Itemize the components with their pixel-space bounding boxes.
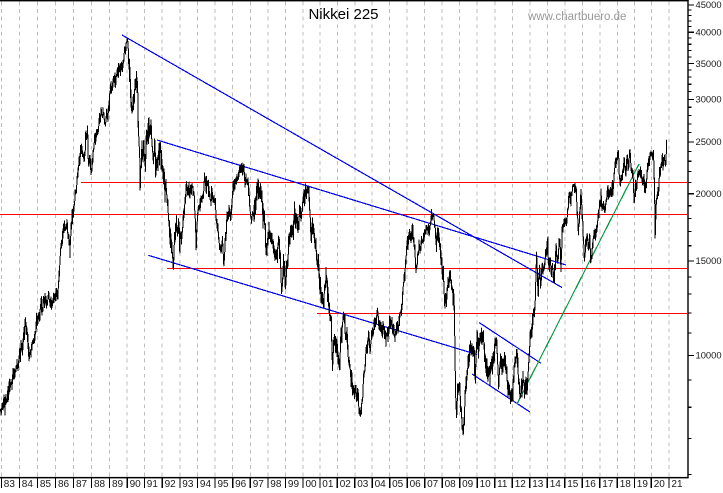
- svg-text:20000: 20000: [696, 188, 722, 199]
- svg-text:13: 13: [532, 479, 544, 488]
- svg-text:84: 84: [22, 479, 34, 488]
- svg-text:92: 92: [165, 479, 177, 488]
- svg-text:35000: 35000: [696, 58, 722, 69]
- svg-text:11: 11: [497, 479, 508, 488]
- svg-text:85: 85: [40, 479, 52, 488]
- svg-text:03: 03: [357, 479, 369, 488]
- svg-text:Nikkei 225: Nikkei 225: [308, 6, 378, 23]
- svg-text:06: 06: [410, 479, 422, 488]
- svg-text:07: 07: [427, 479, 439, 488]
- svg-text:94: 94: [200, 479, 212, 488]
- svg-text:95: 95: [218, 479, 230, 488]
- svg-text:91: 91: [147, 479, 159, 488]
- svg-text:87: 87: [76, 479, 88, 488]
- svg-text:www.chartbuero.de: www.chartbuero.de: [527, 11, 626, 23]
- svg-text:99: 99: [288, 479, 300, 488]
- svg-text:96: 96: [235, 479, 247, 488]
- svg-text:17: 17: [602, 479, 614, 488]
- svg-text:02: 02: [340, 479, 352, 488]
- svg-text:10: 10: [480, 479, 492, 488]
- svg-text:97: 97: [253, 479, 265, 488]
- svg-text:12: 12: [515, 479, 527, 488]
- svg-text:19: 19: [637, 479, 649, 488]
- svg-text:86: 86: [58, 479, 70, 488]
- svg-text:93: 93: [182, 479, 194, 488]
- svg-text:21: 21: [671, 479, 683, 488]
- svg-text:10000: 10000: [696, 350, 722, 361]
- svg-text:18: 18: [620, 479, 632, 488]
- svg-text:08: 08: [445, 479, 457, 488]
- svg-text:25000: 25000: [696, 136, 722, 147]
- svg-text:04: 04: [375, 479, 387, 488]
- svg-text:00: 00: [306, 479, 318, 488]
- svg-text:83: 83: [4, 479, 16, 488]
- svg-text:88: 88: [94, 479, 106, 488]
- svg-text:14: 14: [550, 479, 562, 488]
- svg-text:40000: 40000: [696, 27, 722, 38]
- svg-text:01: 01: [322, 479, 334, 488]
- svg-text:20: 20: [654, 479, 666, 488]
- svg-text:90: 90: [130, 479, 142, 488]
- svg-text:30000: 30000: [696, 94, 722, 105]
- svg-text:45000: 45000: [696, 0, 722, 10]
- svg-text:16: 16: [585, 479, 597, 488]
- svg-text:98: 98: [270, 479, 282, 488]
- svg-text:09: 09: [462, 479, 474, 488]
- svg-text:89: 89: [112, 479, 124, 488]
- svg-text:05: 05: [392, 479, 404, 488]
- svg-text:15: 15: [567, 479, 579, 488]
- svg-text:15000: 15000: [696, 255, 722, 266]
